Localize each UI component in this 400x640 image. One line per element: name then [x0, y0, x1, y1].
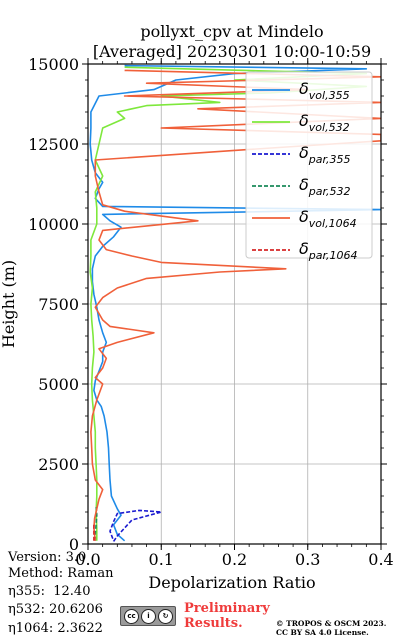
preliminary-results-text: Preliminary Results.: [184, 601, 270, 631]
x-tick-label: 0.1: [149, 550, 174, 569]
legend-entry-label: δpar,532: [299, 175, 351, 198]
y-tick-label: 12500: [28, 135, 79, 154]
series-line-vol-355: [89, 64, 381, 542]
x-axis-label: Depolarization Ratio: [148, 573, 315, 592]
y-tick-label: 2500: [38, 455, 79, 474]
legend-entry-label: δvol,355: [299, 79, 350, 102]
legend-entry-label: δvol,1064: [299, 207, 357, 230]
eta355-text: η355: 12.40: [8, 584, 91, 599]
y-tick-label: 15000: [28, 55, 79, 74]
cc-icon: cc: [124, 608, 139, 624]
y-tick-label: 7500: [38, 295, 79, 314]
x-tick-label: 0.2: [222, 550, 247, 569]
legend: δvol,355 δvol,532 δpar,355 δpar,532 δvol,106…: [245, 71, 373, 262]
copyright-text: © TROPOS & OSCM 2023. CC BY SA 4.0 Licen…: [276, 619, 387, 637]
sa-icon: ↻: [158, 608, 173, 624]
series-line-par-355: [109, 509, 163, 542]
chart-subtitle: [Averaged] 20230301 10:00-10:59: [93, 42, 371, 61]
series-line-vol-1064: [90, 69, 381, 541]
y-tick-label: 10000: [28, 215, 79, 234]
y-axis-label: Height (m): [0, 260, 18, 348]
chart-title: pollyxt_cpv at Mindelo: [140, 22, 323, 41]
series-lines: [89, 64, 381, 542]
eta1064-text: η1064: 2.3622: [8, 621, 103, 636]
legend-entry-label: δpar,355: [299, 143, 351, 166]
x-tick-label: 0.3: [295, 550, 320, 569]
x-tick-label: 0.4: [368, 550, 393, 569]
y-tick-label: 5000: [38, 375, 79, 394]
cc-license-badge: cc i ↻: [120, 606, 176, 626]
series-line-vol-532: [89, 66, 368, 541]
legend-entry-label: δpar,1064: [299, 239, 358, 262]
legend-box: [245, 71, 373, 259]
method-text: Method: Raman: [8, 566, 114, 581]
legend-entry-label: δvol,532: [299, 111, 350, 134]
by-icon: i: [141, 608, 156, 624]
eta532-text: η532: 20.6206: [8, 602, 103, 617]
version-text: Version: 3.0: [8, 550, 87, 565]
axis-ticks: 0.0 0.1 0.2 0.3 0.4 0 2500 5000 7500 10000 12500 15…: [28, 55, 394, 569]
x-tick-label: 0.0: [75, 550, 100, 569]
y-tick-label: 0: [69, 535, 79, 554]
